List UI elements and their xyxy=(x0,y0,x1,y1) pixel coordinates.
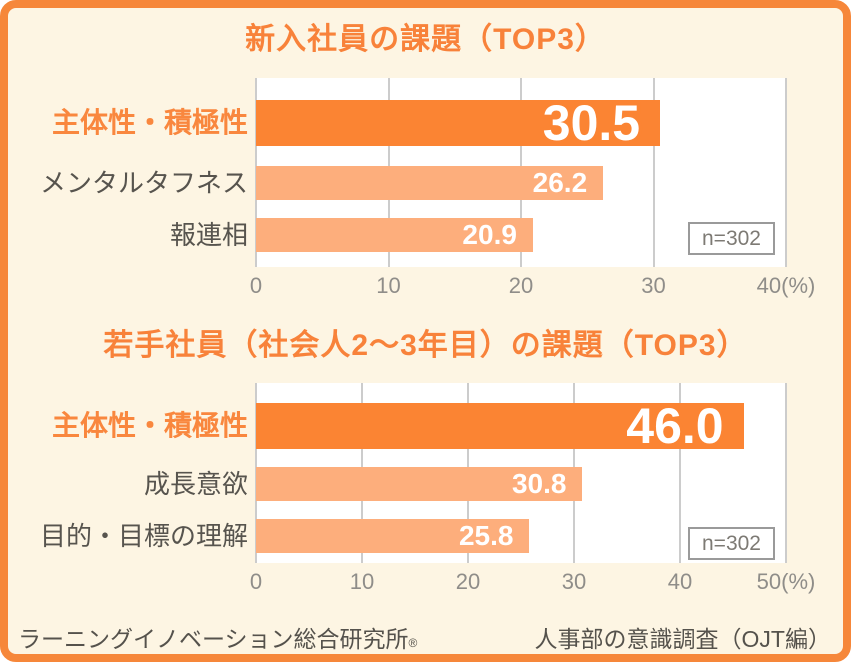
bar-value-label: 25.8 xyxy=(458,520,514,551)
bar-value-label: 30.5 xyxy=(539,95,643,152)
bar: 30.8 xyxy=(256,467,583,501)
axis-tick-label: 30 xyxy=(641,273,666,298)
axis-tick-label: 10 xyxy=(376,273,401,298)
axis-tick-label: 0 xyxy=(249,273,263,298)
axis-tick-label: 30 xyxy=(561,569,587,594)
category-label: 目的・目標の理解 xyxy=(39,521,248,551)
plot-area: 30.5 26.2 20.9 n=302 xyxy=(255,78,787,267)
axis-tick-label: 0 xyxy=(249,569,263,594)
gridline xyxy=(652,78,655,267)
chart-title: 新入社員の課題（TOP3） xyxy=(245,23,606,56)
category-label: メンタルタフネス xyxy=(39,168,248,198)
bar: 26.2 xyxy=(256,166,604,200)
gridline xyxy=(679,383,681,563)
axis-tick-label: 40 xyxy=(667,569,693,594)
bar: 30.5 xyxy=(256,95,661,152)
bar-value-label: 46.0 xyxy=(623,398,727,455)
category-label: 主体性・積極性 xyxy=(51,107,248,138)
registered-trademark-mark: ® xyxy=(408,636,418,650)
axis-tick-label: 40(%) xyxy=(756,273,816,298)
sample-size-badge: n=302 xyxy=(688,527,775,560)
gridline xyxy=(785,78,787,267)
survey-name: 人事部の意識調査（OJT編） xyxy=(534,626,831,652)
bar: 46.0 xyxy=(256,398,744,455)
category-label: 報連相 xyxy=(169,220,248,250)
axis-tick-label: 20 xyxy=(455,569,481,594)
axis-tick-label: 50(%) xyxy=(756,569,816,594)
axis-tick-label: 20 xyxy=(508,273,534,298)
source-name: ラーニングイノベーション総合研究所® xyxy=(18,620,417,654)
bar-value-label: 20.9 xyxy=(462,219,517,250)
chart-title: 若手社員（社会人2～3年目）の課題（TOP3） xyxy=(103,329,748,362)
category-label: 成長意欲 xyxy=(143,469,248,499)
source-name-text: ラーニングイノベーション総合研究所 xyxy=(18,626,409,652)
gridline xyxy=(785,383,787,563)
category-label: 主体性・積極性 xyxy=(51,410,248,441)
bar-value-label: 30.8 xyxy=(511,468,567,499)
plot-area: 46.0 30.8 25.8 n=302 xyxy=(255,383,787,563)
axis-tick-label: 10 xyxy=(349,569,375,594)
sample-size-badge: n=302 xyxy=(688,222,775,255)
bar-value-label: 26.2 xyxy=(532,167,588,198)
bar: 25.8 xyxy=(256,519,530,553)
bar: 20.9 xyxy=(256,218,533,252)
